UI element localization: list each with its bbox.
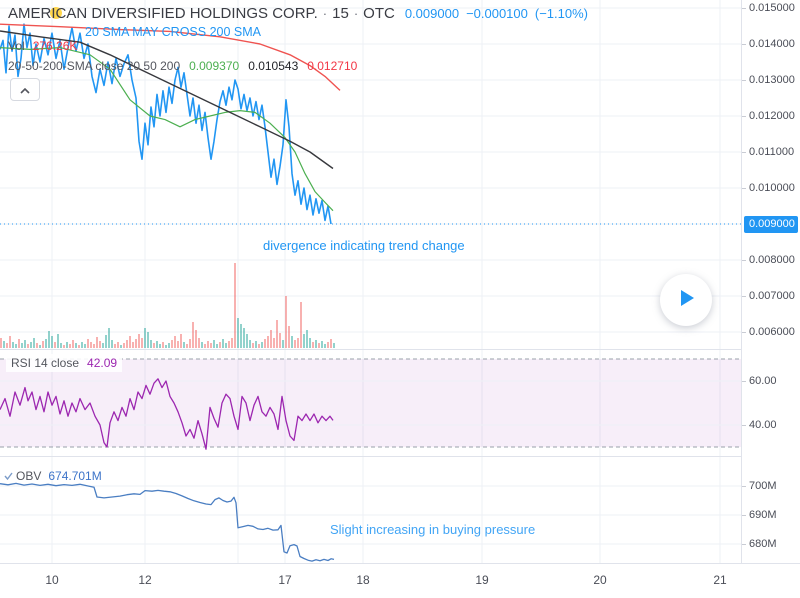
axis-tick bbox=[742, 188, 746, 189]
time-axis-label: 18 bbox=[356, 573, 370, 587]
rsi-legend[interactable]: RSI 14 close 42.09 bbox=[6, 354, 123, 372]
sma50-value: 0.010543 bbox=[248, 59, 299, 73]
symbol-marker-dot bbox=[50, 7, 62, 19]
price-change-percent: (−1.10%) bbox=[534, 6, 589, 21]
axis-label: 0.011000 bbox=[749, 146, 795, 158]
sma-cross-annotation[interactable]: 20 SMA MAY CROSS 200 SMA bbox=[85, 25, 261, 39]
obv-value: 674.701M bbox=[48, 469, 102, 483]
obv-chart-canvas[interactable] bbox=[0, 457, 741, 563]
sma200-value: 0.012710 bbox=[307, 59, 358, 73]
price-change-value: −0.000100 bbox=[466, 6, 528, 21]
rsi-value: 42.09 bbox=[87, 356, 118, 370]
separator-dot: · bbox=[353, 6, 359, 21]
time-axis-label: 12 bbox=[138, 573, 152, 587]
rsi-chart-canvas[interactable] bbox=[0, 350, 741, 456]
chevron-up-icon bbox=[20, 81, 30, 99]
axis-label: 0.012000 bbox=[749, 110, 795, 122]
time-axis-label: 21 bbox=[713, 573, 727, 587]
axis-tick bbox=[742, 296, 746, 297]
axis-tick bbox=[742, 152, 746, 153]
axis-tick bbox=[742, 8, 746, 9]
axis-tick bbox=[742, 44, 746, 45]
obv-indicator-label: OBV bbox=[16, 469, 42, 483]
axis-label: 0.010000 bbox=[749, 182, 795, 194]
time-axis-label: 20 bbox=[593, 573, 607, 587]
time-axis-label: 19 bbox=[475, 573, 489, 587]
axis-label: 0.006000 bbox=[749, 326, 795, 338]
panel-separator[interactable] bbox=[0, 349, 741, 350]
obv-legend[interactable]: OBV 674.701M bbox=[4, 469, 102, 483]
axis-tick bbox=[742, 544, 746, 545]
symbol-legend[interactable]: AMERICAN DIVERSIFIED HOLDINGS CORP. · 15 · O… bbox=[8, 5, 588, 22]
last-price-value: 0.009000 bbox=[404, 6, 460, 21]
axis-tick bbox=[742, 425, 746, 426]
axis-tick bbox=[742, 80, 746, 81]
buying-pressure-annotation[interactable]: Slight increasing in buying pressure bbox=[330, 522, 536, 537]
volume-label: Vol bbox=[8, 39, 25, 53]
axis-label: 40.00 bbox=[749, 419, 777, 431]
collapse-legend-button[interactable] bbox=[10, 78, 40, 101]
axis-label: 690M bbox=[749, 509, 777, 521]
axis-label: 0.008000 bbox=[749, 254, 795, 266]
volume-legend[interactable]: Vol 276.26K bbox=[8, 39, 77, 53]
axis-label: 0.014000 bbox=[749, 38, 795, 50]
divergence-annotation[interactable]: divergence indicating trend change bbox=[263, 238, 465, 253]
axis-label: 0.013000 bbox=[749, 74, 795, 86]
axis-label: 680M bbox=[749, 538, 777, 550]
axis-label: 700M bbox=[749, 480, 777, 492]
exchange-label: OTC bbox=[363, 5, 395, 22]
time-axis-label: 10 bbox=[45, 573, 59, 587]
axis-label: 60.00 bbox=[749, 375, 777, 387]
time-axis[interactable]: 10 12 17 18 19 20 21 bbox=[0, 563, 800, 598]
axis-tick bbox=[742, 515, 746, 516]
symbol-title: AMERICAN DIVERSIFIED HOLDINGS CORP. bbox=[8, 5, 318, 22]
panel-separator[interactable] bbox=[0, 456, 741, 457]
separator-dot: · bbox=[322, 6, 328, 21]
axis-tick bbox=[742, 381, 746, 382]
price-axis[interactable]: 0.009000 0.015000 0.014000 0.013000 0.01200… bbox=[741, 0, 800, 563]
axis-tick bbox=[742, 116, 746, 117]
axis-label: 0.015000 bbox=[749, 2, 795, 14]
axis-tick bbox=[742, 332, 746, 333]
time-axis-label: 17 bbox=[278, 573, 292, 587]
last-price-badge: 0.009000 bbox=[744, 215, 798, 233]
interval-label: 15 bbox=[332, 5, 349, 22]
axis-label: 0.007000 bbox=[749, 290, 795, 302]
sma20-value: 0.009370 bbox=[189, 59, 240, 73]
volume-value: 276.26K bbox=[32, 39, 78, 53]
axis-tick bbox=[742, 260, 746, 261]
sma-legend[interactable]: 20-50-200-SMA close 20 50 200 0.009370 0.0… bbox=[8, 59, 357, 73]
check-icon bbox=[4, 469, 16, 483]
price-chart-canvas[interactable] bbox=[0, 0, 741, 350]
play-icon bbox=[675, 287, 697, 314]
rsi-indicator-label: RSI 14 close bbox=[11, 356, 80, 370]
play-replay-button[interactable] bbox=[660, 274, 712, 326]
sma-indicator-label: 20-50-200-SMA close 20 50 200 bbox=[8, 59, 181, 73]
axis-tick bbox=[742, 486, 746, 487]
